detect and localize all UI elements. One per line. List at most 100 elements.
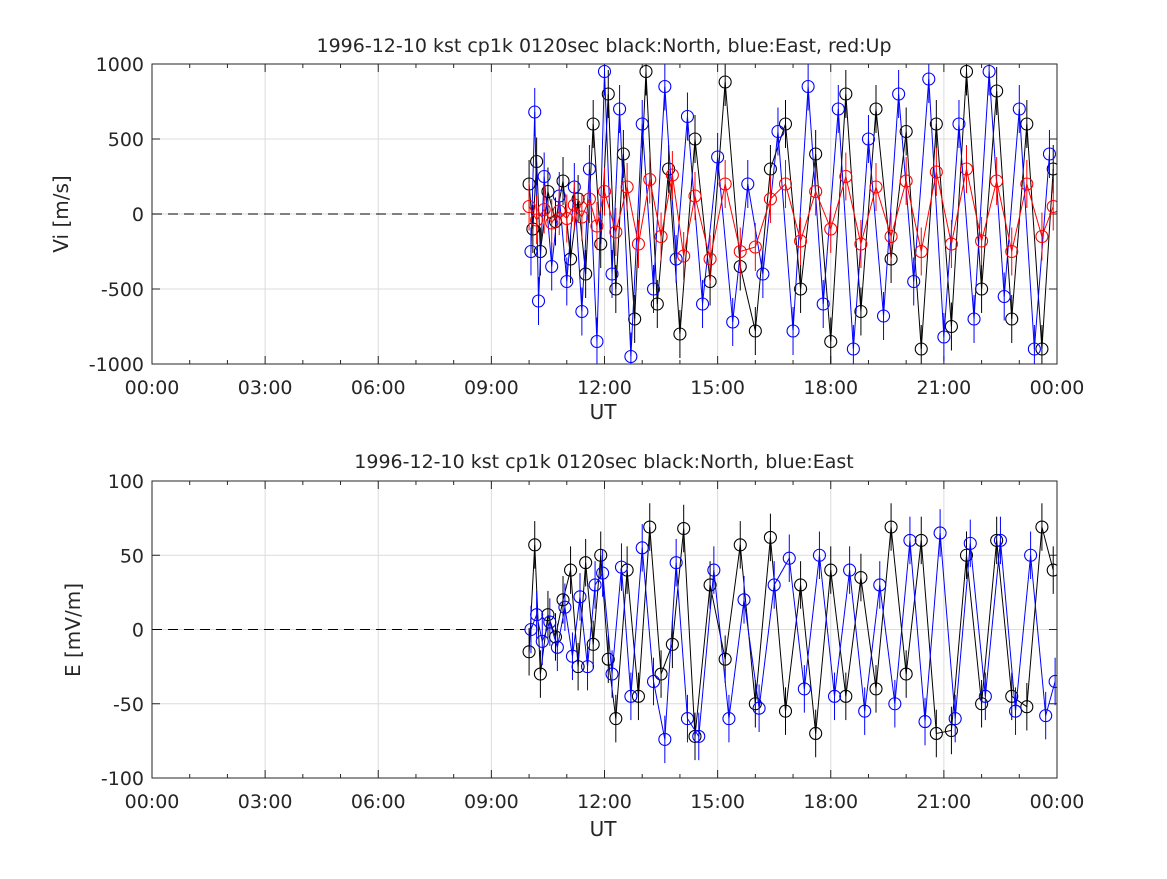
velocity-north-data-point [1046,162,1057,176]
velocity-east-data-point [524,244,538,259]
electric-field-east-data-point [624,689,638,703]
velocity-east-data-point [967,312,981,326]
electric-field-north-data-point [1005,689,1019,703]
electric-field-east-data-point [888,697,902,711]
velocity-up-data-point [1020,177,1034,191]
velocity-east-data-point [658,79,672,94]
velocity-north-data-point [929,117,943,131]
velocity-east-data-point [680,109,695,124]
velocity-up-data-point [990,174,1004,188]
electric-field-east-data-point [605,667,619,681]
electric-field-north-data-point [733,538,747,552]
electric-field-east-data-point [646,674,661,689]
velocity-x-tick-label: 18:00 [803,377,858,399]
electric-field-north-data-point [748,697,762,711]
electric-field-east-series-line [530,532,1056,740]
velocity-east-data-point [816,297,830,311]
velocity-up-data-point [688,189,702,203]
velocity-up-data-point [778,177,793,191]
electric-field-north-data-point [944,723,958,738]
electric-field-east-data-point [948,712,962,726]
electric-field-axes-frame [151,480,1058,779]
velocity-east-data-point [1027,342,1041,356]
electric-field-north-data-point [579,556,593,570]
electric-field-north-data-point [899,667,913,681]
velocity-east-data-point [937,330,951,344]
electric-field-east-data-point [580,660,595,674]
velocity-east-data-point [846,342,860,356]
velocity-east-data-point [952,117,966,131]
velocity-north-data-point [1005,312,1019,326]
electric-field-north-data-point [990,533,1004,547]
electric-field-north-data-point [824,563,838,577]
velocity-up-data-point [1035,229,1049,244]
velocity-up-data-point [975,234,989,248]
electric-field-north-data-point [809,726,823,741]
electric-field-north-data-point [884,520,898,534]
velocity-north-data-point [1035,342,1049,356]
electric-field-north-data-point [631,689,645,703]
velocity-x-axis-label: UT [590,400,618,424]
electric-field-east-data-point [588,578,602,592]
velocity-x-tick-label: 15:00 [690,377,745,399]
velocity-north-data-point [650,297,664,311]
velocity-north-data-point [673,327,687,341]
electric-field-x-tick-label: 15:00 [690,791,745,813]
velocity-x-tick-label: 06:00 [351,377,406,399]
velocity-up-data-point [643,172,657,187]
velocity-up-data-point [530,213,544,227]
velocity-up-data-point [854,237,868,251]
velocity-north-data-point [639,64,653,79]
velocity-east-data-point [695,297,710,311]
electric-field-x-tick-label: 09:00 [464,791,519,813]
electric-field-north-data-point [541,608,555,622]
velocity-up-data-point [609,225,623,239]
electric-field-north-data-point [677,521,691,536]
velocity-east-data-point [756,267,770,281]
velocity-north-data-point [944,319,958,334]
velocity-north-data-point [586,117,600,131]
electric-field-north-data-point [763,530,777,544]
electric-field-north-data-point [703,578,717,592]
electric-field-east-data-point [933,526,947,540]
velocity-up-data-point [567,198,581,212]
velocity-north-data-point [839,87,853,101]
velocity-y-tick-label: 500 [108,129,144,151]
electric-field-x-tick-label: 03:00 [238,791,293,813]
electric-field-x-tick-label: 21:00 [916,791,971,813]
electric-field-north-data-point [778,704,793,718]
electric-field-east-data-point [692,729,706,743]
velocity-east-data-point [922,72,936,86]
velocity-north-data-point [601,87,615,101]
velocity-up-data-point [665,168,679,182]
velocity-y-tick-label: 0 [132,204,144,226]
electric-field-north-data-point [564,563,578,577]
electric-field-north-data-point [522,645,536,659]
electric-field-north-data-point [533,667,547,681]
velocity-north-data-point [718,75,732,89]
velocity-up-data-point [560,211,574,226]
velocity-north-data-point [899,124,913,139]
velocity-up-data-point [718,177,732,191]
velocity-north-data-point [809,147,823,161]
electric-field-east-data-point [722,712,736,726]
electric-field-north-data-point [609,712,623,726]
electric-field-north-data-point [528,538,542,552]
velocity-east-data-point [786,324,800,338]
electric-field-east-data-point [543,615,557,629]
electric-field-north-data-point [914,533,928,547]
velocity-east-data-point [597,64,612,79]
electric-field-east-data-point [812,548,826,562]
electric-field-north-data-point [794,578,808,592]
velocity-up-data-point [794,234,808,248]
velocity-up-data-point [575,210,589,224]
velocity-up-data-point [703,252,717,266]
velocity-y-axis-label: Vi [m/s] [49,175,73,252]
velocity-axes-frame [151,63,1058,365]
velocity-east-data-point [646,282,661,296]
electric-field-east-data-point [737,593,751,607]
electric-field-x-tick-label: 00:00 [125,791,180,813]
velocity-up-data-point [582,192,596,206]
electric-field-east-data-point [614,560,629,574]
velocity-north-data-point [526,222,540,236]
